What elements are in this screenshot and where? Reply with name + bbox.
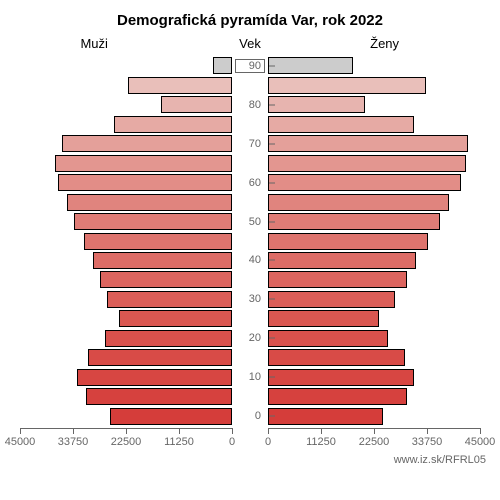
- bar-female: [268, 96, 365, 113]
- bar-male: [86, 388, 232, 405]
- x-tick-mark: [179, 428, 180, 434]
- footer-source: www.iz.sk/RFRL05: [394, 454, 486, 466]
- bar-female: [268, 271, 407, 288]
- bar-female: [268, 194, 449, 211]
- x-tick-mark: [321, 428, 322, 434]
- x-tick-label: 33750: [58, 436, 89, 448]
- x-tick-mark: [268, 428, 269, 434]
- y-tick-mark: [269, 65, 275, 66]
- bar-male: [105, 330, 232, 347]
- y-tick-label: 30: [249, 293, 261, 305]
- bar-female: [268, 213, 440, 230]
- x-tick-label: 0: [229, 436, 235, 448]
- y-tick-label: 50: [249, 216, 261, 228]
- y-tick-label: 40: [249, 254, 261, 266]
- bar-female: [268, 135, 468, 152]
- y-tick-mark: [269, 416, 275, 417]
- bar-male: [128, 77, 232, 94]
- x-tick-label: 22500: [359, 436, 390, 448]
- x-tick-label: 0: [265, 436, 271, 448]
- y-tick-mark: [269, 377, 275, 378]
- bar-female: [268, 116, 414, 133]
- y-tick-label: 20: [249, 332, 261, 344]
- bar-male: [93, 252, 232, 269]
- y-tick-mark: [269, 260, 275, 261]
- x-tick-label: 11250: [306, 436, 336, 448]
- x-tick-label: 45000: [465, 436, 496, 448]
- bar-male: [84, 233, 232, 250]
- x-tick-label: 33750: [412, 436, 443, 448]
- page-title: Demografická pyramída Var, rok 2022: [0, 12, 500, 29]
- y-axis: 0 10 20 30 40 50 60 70 80 90: [235, 56, 265, 426]
- x-tick-label: 11250: [164, 436, 194, 448]
- bar-female: [268, 349, 405, 366]
- x-tick-mark: [480, 428, 481, 434]
- bar-male: [107, 291, 232, 308]
- bar-male: [74, 213, 232, 230]
- bar-male: [55, 155, 232, 172]
- y-tick-label: 90: [249, 60, 261, 72]
- y-tick-mark: [269, 221, 275, 222]
- x-tick-label: 22500: [111, 436, 142, 448]
- bar-female: [268, 310, 379, 327]
- y-tick-label: 70: [249, 138, 261, 150]
- bar-male: [110, 408, 232, 425]
- bar-female: [268, 77, 426, 94]
- bar-female: [268, 330, 388, 347]
- x-tick-label: 45000: [5, 436, 36, 448]
- bar-female: [268, 155, 466, 172]
- bar-female: [268, 291, 395, 308]
- bar-female: [268, 57, 353, 74]
- bar-male: [58, 174, 232, 191]
- y-tick-mark: [269, 182, 275, 183]
- y-tick-mark: [269, 299, 275, 300]
- y-tick-label: 10: [249, 371, 261, 383]
- y-tick-mark: [269, 338, 275, 339]
- bar-male: [114, 116, 232, 133]
- label-age: Vek: [239, 36, 261, 51]
- pyramid-plot: 0 10 20 30 40 50 60 70 80 90: [20, 56, 480, 426]
- x-tick-mark: [126, 428, 127, 434]
- bar-female: [268, 369, 414, 386]
- label-male: Muži: [80, 36, 107, 51]
- x-tick-mark: [232, 428, 233, 434]
- bar-male: [100, 271, 232, 288]
- x-tick-mark: [427, 428, 428, 434]
- y-tick-label: 60: [249, 177, 261, 189]
- label-female: Ženy: [370, 36, 399, 51]
- y-tick-mark: [269, 143, 275, 144]
- bar-female: [268, 174, 461, 191]
- bar-male: [88, 349, 232, 366]
- bar-male: [213, 57, 232, 74]
- y-tick-mark: [269, 104, 275, 105]
- x-tick-mark: [73, 428, 74, 434]
- bar-female: [268, 233, 428, 250]
- bar-female: [268, 388, 407, 405]
- x-tick-mark: [374, 428, 375, 434]
- bar-female: [268, 252, 416, 269]
- bar-male: [161, 96, 232, 113]
- bar-male: [119, 310, 232, 327]
- bar-female: [268, 408, 383, 425]
- bar-male: [67, 194, 232, 211]
- bar-male: [62, 135, 232, 152]
- x-tick-mark: [20, 428, 21, 434]
- y-tick-label: 80: [249, 99, 261, 111]
- bar-male: [77, 369, 232, 386]
- y-tick-label: 0: [255, 410, 261, 422]
